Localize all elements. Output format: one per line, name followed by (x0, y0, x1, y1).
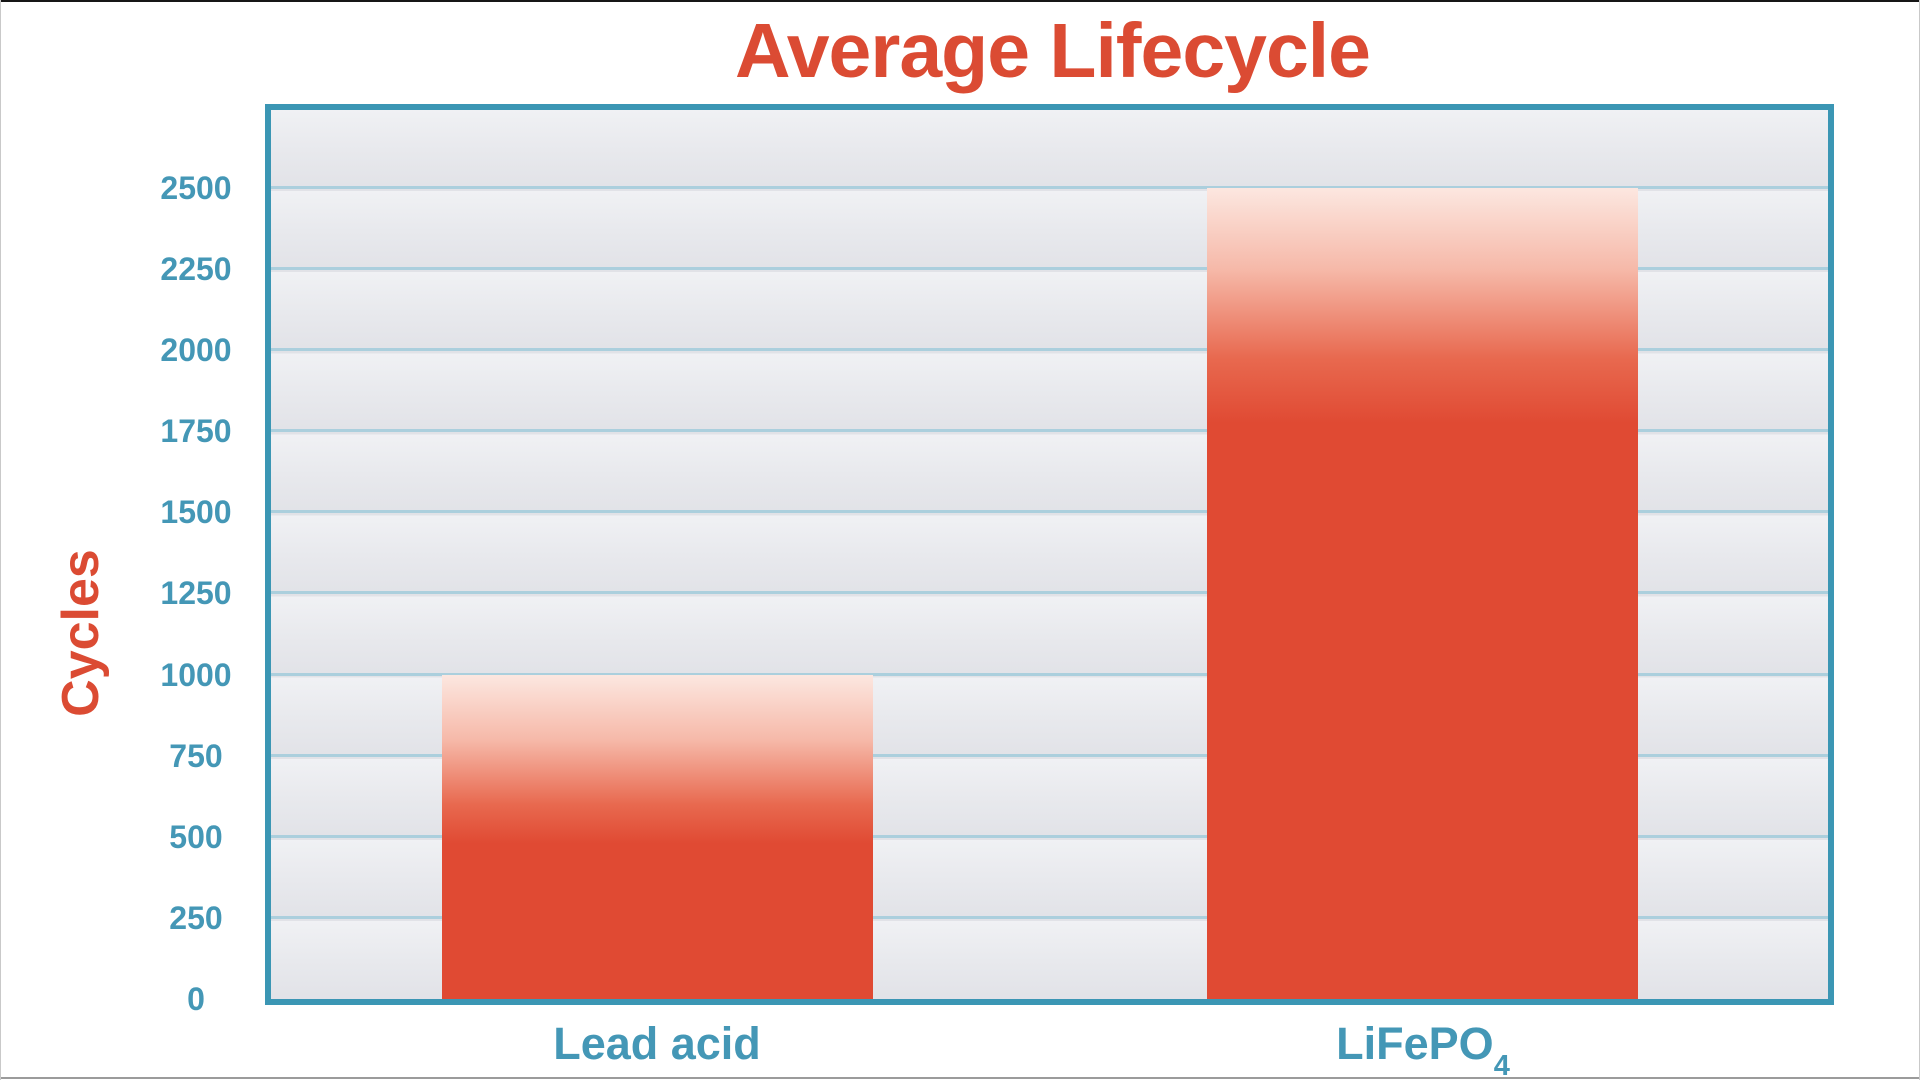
x-category-label-lifepo4: LiFePO4 (1336, 1018, 1510, 1080)
x-category-label-lead-acid: Lead acid (553, 1018, 761, 1069)
bottom-edge-line (0, 1077, 1920, 1079)
plot-area (265, 104, 1834, 1005)
chart-title: Average Lifecycle (734, 8, 1371, 94)
bar-lifepo4 (1207, 187, 1638, 999)
gridline-750 (271, 753, 1828, 757)
gridline-2500 (271, 185, 1828, 189)
bar-lead-acid (442, 674, 873, 999)
gridline-1250 (271, 591, 1828, 595)
top-edge-line (0, 0, 1920, 2)
left-edge-line (0, 0, 1, 1080)
y-tick-label-1000: 1000 (160, 656, 232, 693)
plot-inner (271, 110, 1828, 999)
y-tick-label-1500: 1500 (160, 494, 232, 531)
gridline-1500 (271, 510, 1828, 514)
y-tick-label-2500: 2500 (160, 169, 232, 206)
gridline-250 (271, 915, 1828, 919)
y-tick-label-1250: 1250 (160, 575, 232, 612)
y-tick-label-250: 250 (169, 899, 223, 936)
gridline-2000 (271, 348, 1828, 352)
subscript: 4 (1493, 1050, 1510, 1080)
gridline-1000 (271, 672, 1828, 676)
y-tick-label-2000: 2000 (160, 332, 232, 369)
y-tick-label-1750: 1750 (160, 413, 232, 450)
y-tick-label-750: 750 (169, 737, 223, 774)
gridline-1750 (271, 429, 1828, 433)
y-tick-label-2250: 2250 (160, 250, 232, 287)
gridline-500 (271, 834, 1828, 838)
y-tick-label-500: 500 (169, 818, 223, 855)
y-tick-label-0: 0 (187, 981, 205, 1017)
gridline-2250 (271, 266, 1828, 270)
